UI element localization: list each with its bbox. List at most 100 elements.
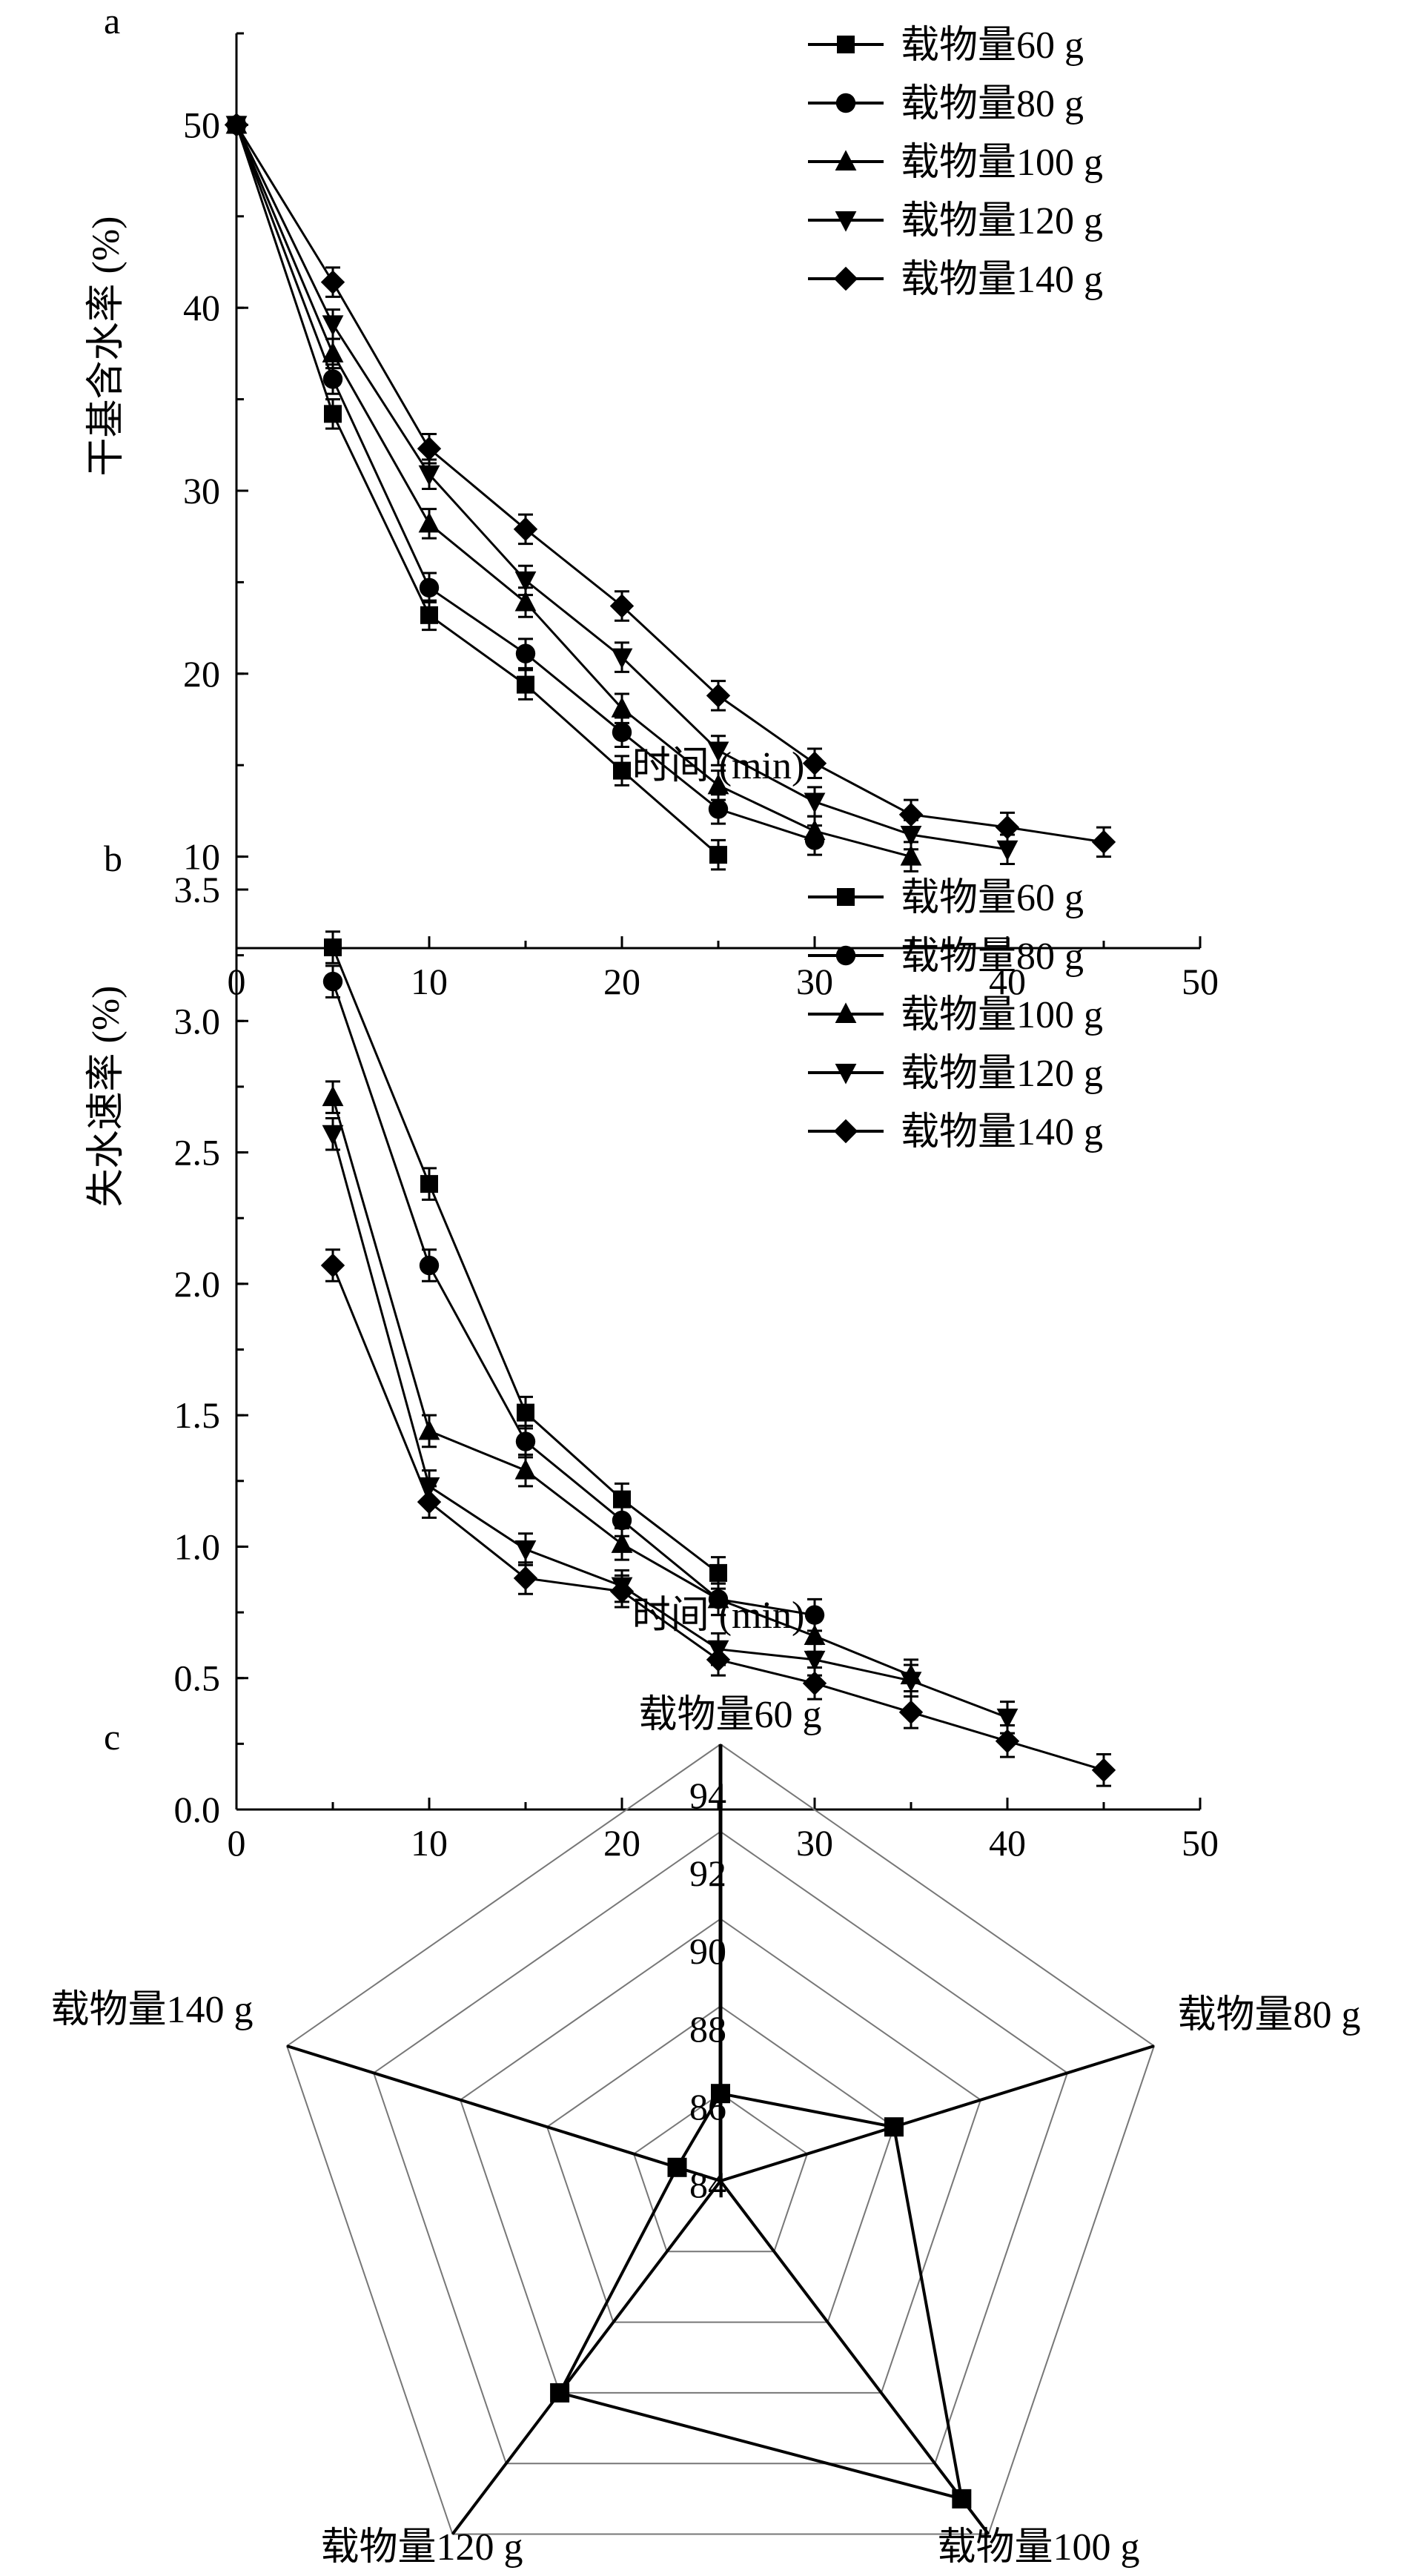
data-point [320,1253,345,1278]
data-point [324,938,342,957]
radar-grid-ring [459,1918,982,2394]
legend-item: 载物量120 g [808,200,1103,242]
series-circle [226,115,825,856]
legend-marker [835,945,856,966]
x-tick-label: 20 [603,1822,640,1864]
legend-item: 载物量100 g [808,994,1103,1036]
data-point [707,773,729,795]
legend-label: 载物量140 g [901,259,1103,301]
series-diamond [224,113,1116,858]
data-point [611,648,633,669]
data-point [611,1532,633,1553]
data-point [996,1708,1019,1729]
radar-series-line [557,2091,964,2501]
data-point [802,1671,827,1696]
series-line [235,124,719,856]
data-point [611,697,633,718]
series-triangle-up [322,1080,922,1692]
x-tick-label: 40 [989,1822,1026,1864]
radar-category-label: 载物量120 g [320,2526,523,2569]
panel-label-a: a [104,0,120,42]
series-square [324,930,727,1590]
legend-label: 载物量120 g [901,200,1103,242]
legend-label: 载物量80 g [901,83,1084,125]
x-tick-label: 20 [603,961,640,1002]
x-tick-label: 0 [228,1822,246,1864]
radar-grid-ring [285,1743,1156,2535]
data-point [804,1624,826,1645]
legend-label: 载物量120 g [901,1053,1103,1095]
legend-label: 载物量60 g [901,24,1084,67]
data-point [609,1579,635,1603]
data-point [709,846,727,864]
chart-a-ylabel: 干基含水率 (%) [85,216,127,477]
series-line [331,1133,1008,1719]
radar-data-point [667,2157,687,2177]
radial-tick-label: 88 [689,2008,726,2050]
x-tick-label: 40 [989,961,1026,1002]
data-point [320,270,345,294]
data-point [514,571,537,592]
legend-item: 载物量60 g [808,24,1084,67]
radar-grid-ring [546,2005,895,2323]
legend-item: 载物量60 g [808,877,1084,919]
radial-tick-label: 90 [689,1930,726,1972]
x-tick-label: 50 [1182,1822,1219,1864]
data-point [609,594,635,618]
radar-data-point [550,2383,570,2403]
series-line [235,124,912,858]
x-tick-label: 10 [411,961,448,1002]
x-tick-label: 30 [796,961,833,1002]
legend-item: 载物量120 g [808,1053,1103,1095]
data-point [322,971,343,992]
series-circle [322,964,825,1632]
data-point [995,815,1020,840]
series-line [235,124,1104,844]
chart-b-ylabel: 失水速率 (%) [85,986,127,1208]
radar-axis [719,2179,990,2535]
data-point [612,1510,632,1531]
data-point [707,1587,729,1609]
data-point [804,1650,826,1672]
data-point [224,113,249,137]
y-tick-label: 50 [183,104,220,145]
data-point [515,643,536,663]
y-tick-label: 2.0 [174,1263,221,1305]
radar-axis [451,2179,722,2535]
data-point [322,342,344,362]
radar-axis [286,2044,721,2182]
radar-axis [720,2044,1155,2182]
legend-marker [835,211,857,232]
data-point [514,1540,537,1561]
legend-marker [835,150,857,170]
y-tick-label: 1.5 [174,1394,221,1436]
legend-item: 载物量80 g [808,83,1084,125]
radar-data-point [952,2489,972,2509]
legend-item: 载物量100 g [808,142,1103,184]
data-point [417,1489,442,1514]
data-point [419,577,440,598]
y-tick-label: 1.0 [174,1526,221,1567]
radar-category-label: 载物量80 g [1177,1994,1360,2036]
y-tick-label: 30 [183,470,220,511]
y-tick-label: 3.5 [174,869,221,910]
data-point [996,840,1019,861]
radar-category-label: 载物量140 g [50,1989,253,2031]
legend-marker [837,888,855,906]
data-point [804,792,826,814]
legend-label: 载物量100 g [901,142,1103,184]
legend-marker [835,1064,857,1085]
legend-item: 载物量140 g [808,1111,1103,1153]
data-point [900,1672,922,1692]
series-line [331,981,815,1617]
data-point [322,1125,344,1146]
data-point [706,683,731,708]
y-tick-label: 3.0 [174,1000,221,1042]
radar-category-label: 载物量60 g [638,1694,821,1736]
data-point [322,369,343,389]
data-point [1091,830,1116,855]
x-tick-label: 30 [796,1822,833,1864]
legend-marker [833,266,858,291]
